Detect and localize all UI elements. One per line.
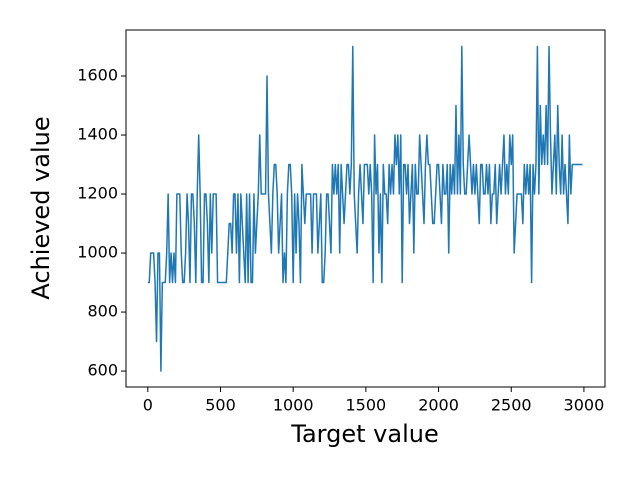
x-tick-label: 1000	[273, 396, 314, 415]
y-tick-label: 1600	[77, 66, 118, 85]
x-axis-label: Target value	[290, 420, 438, 448]
x-tick-label: 2000	[418, 396, 459, 415]
y-axis-label: Achieved value	[27, 116, 55, 299]
data-line	[147, 45, 583, 372]
plot-frame	[125, 29, 606, 388]
x-tick-label: 3000	[564, 396, 605, 415]
x-tick-label: 0	[143, 396, 153, 415]
y-tick-label: 1200	[77, 184, 118, 203]
x-tick-label: 2500	[491, 396, 532, 415]
y-tick-label: 1000	[77, 243, 118, 262]
x-tick-label: 1500	[346, 396, 387, 415]
x-tick-label: 500	[205, 396, 236, 415]
y-tick-label: 600	[87, 361, 118, 380]
y-tick-label: 800	[87, 302, 118, 321]
y-tick-label: 1400	[77, 125, 118, 144]
